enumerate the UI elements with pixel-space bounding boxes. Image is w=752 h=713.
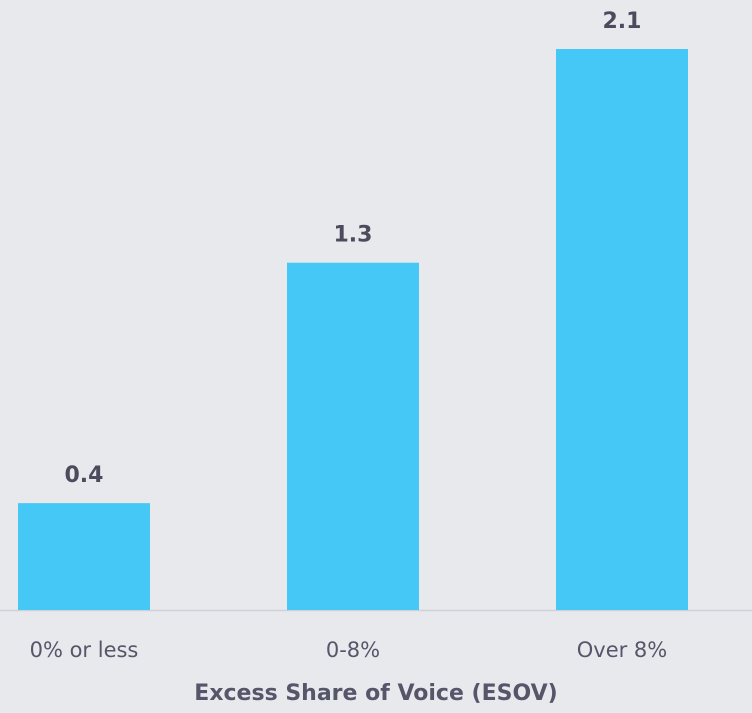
x-axis-title: Excess Share of Voice (ESOV) — [194, 681, 557, 706]
x-tick-label: 0-8% — [326, 638, 380, 662]
x-tick-label: Over 8% — [577, 638, 668, 662]
data-label: 0.4 — [65, 463, 104, 488]
data-label: 1.3 — [334, 223, 373, 248]
bar — [287, 262, 419, 610]
bar — [556, 49, 688, 610]
data-label: 2.1 — [603, 9, 642, 34]
x-tick-label: 0% or less — [30, 638, 139, 662]
bar — [18, 503, 150, 610]
